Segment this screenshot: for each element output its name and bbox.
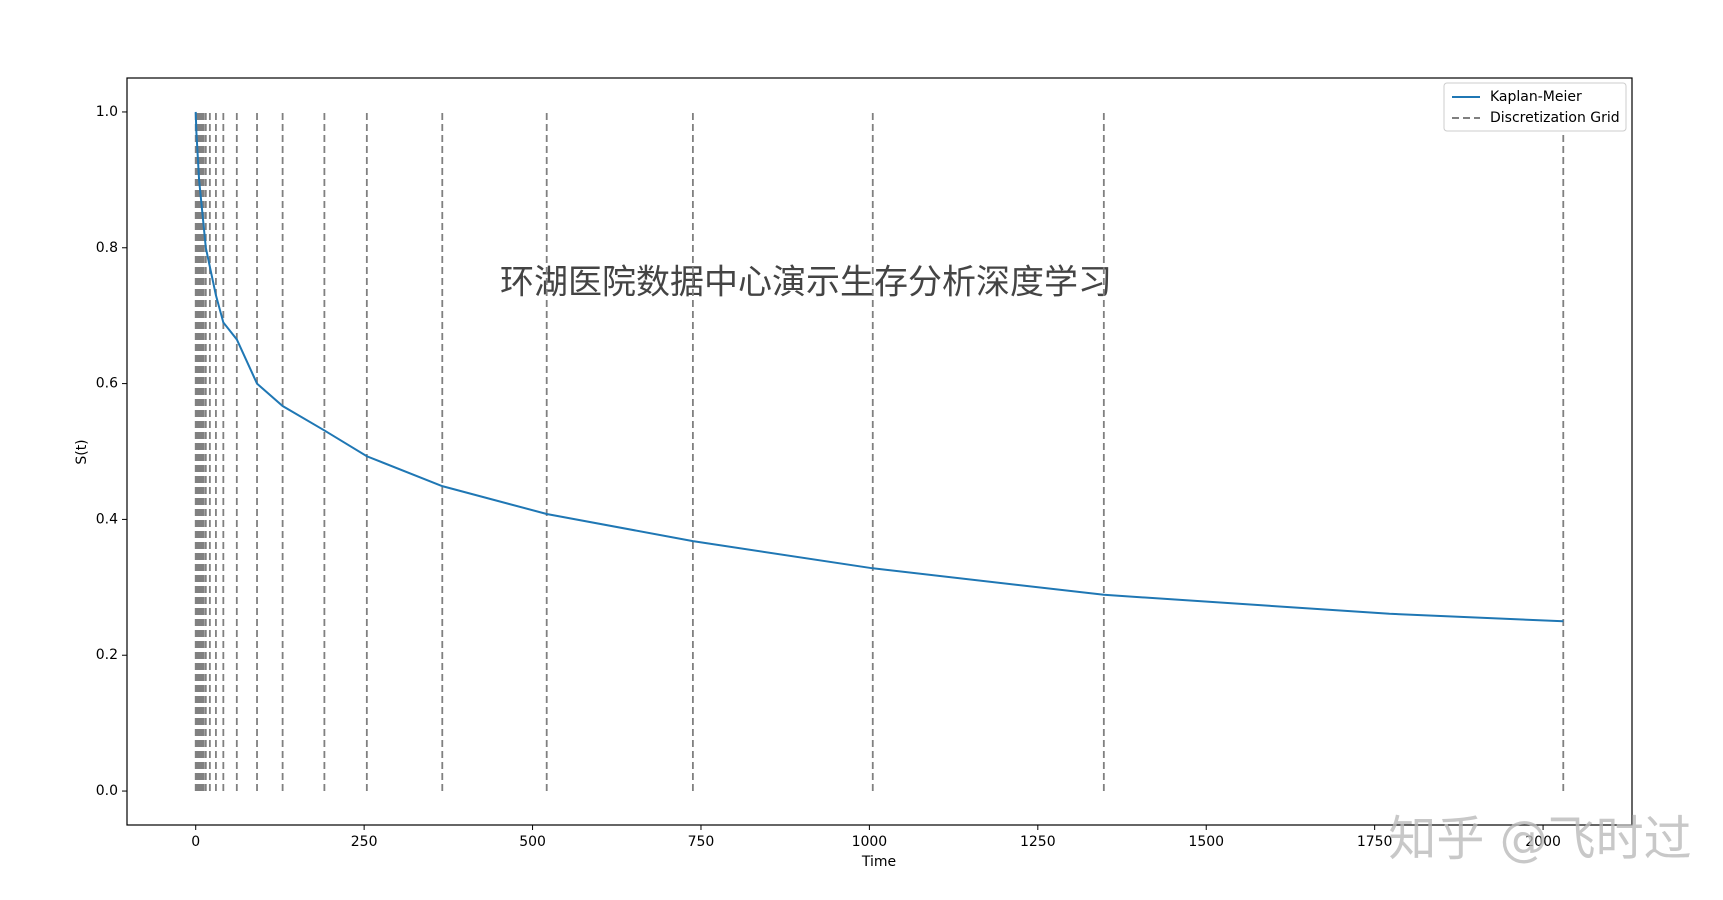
x-tick-label: 250 — [351, 834, 378, 850]
x-tick-label: 1500 — [1188, 834, 1224, 850]
x-tick-label: 1750 — [1357, 834, 1393, 850]
watermark: 知乎 @飞时过 — [1388, 811, 1691, 867]
x-tick-label: 0 — [191, 834, 200, 850]
annotation: 环湖医院数据中心演示生存分析深度学习 — [500, 263, 1112, 303]
plot-frame — [126, 77, 1633, 826]
x-tick-label: 500 — [519, 834, 546, 850]
x-tick-label: 1000 — [852, 834, 888, 850]
y-tick-label: 1.0 — [96, 104, 118, 120]
y-tick-label: 0.0 — [96, 783, 118, 799]
legend-label: Kaplan-Meier — [1490, 89, 1582, 105]
y-axis-label: S(t) — [74, 439, 90, 464]
km-curve — [194, 111, 1564, 623]
x-tick-label: 1250 — [1020, 834, 1056, 850]
y-tick-label: 0.8 — [96, 240, 118, 256]
y-tick-label: 0.6 — [96, 376, 118, 392]
x-tick-label: 750 — [688, 834, 715, 850]
y-tick-label: 0.4 — [96, 511, 118, 527]
legend-box — [1443, 82, 1627, 132]
y-tick-label: 0.2 — [96, 647, 118, 663]
x-axis-label: Time — [861, 854, 896, 870]
legend-label: Discretization Grid — [1490, 110, 1620, 126]
x-tick-label: 2000 — [1525, 834, 1561, 850]
